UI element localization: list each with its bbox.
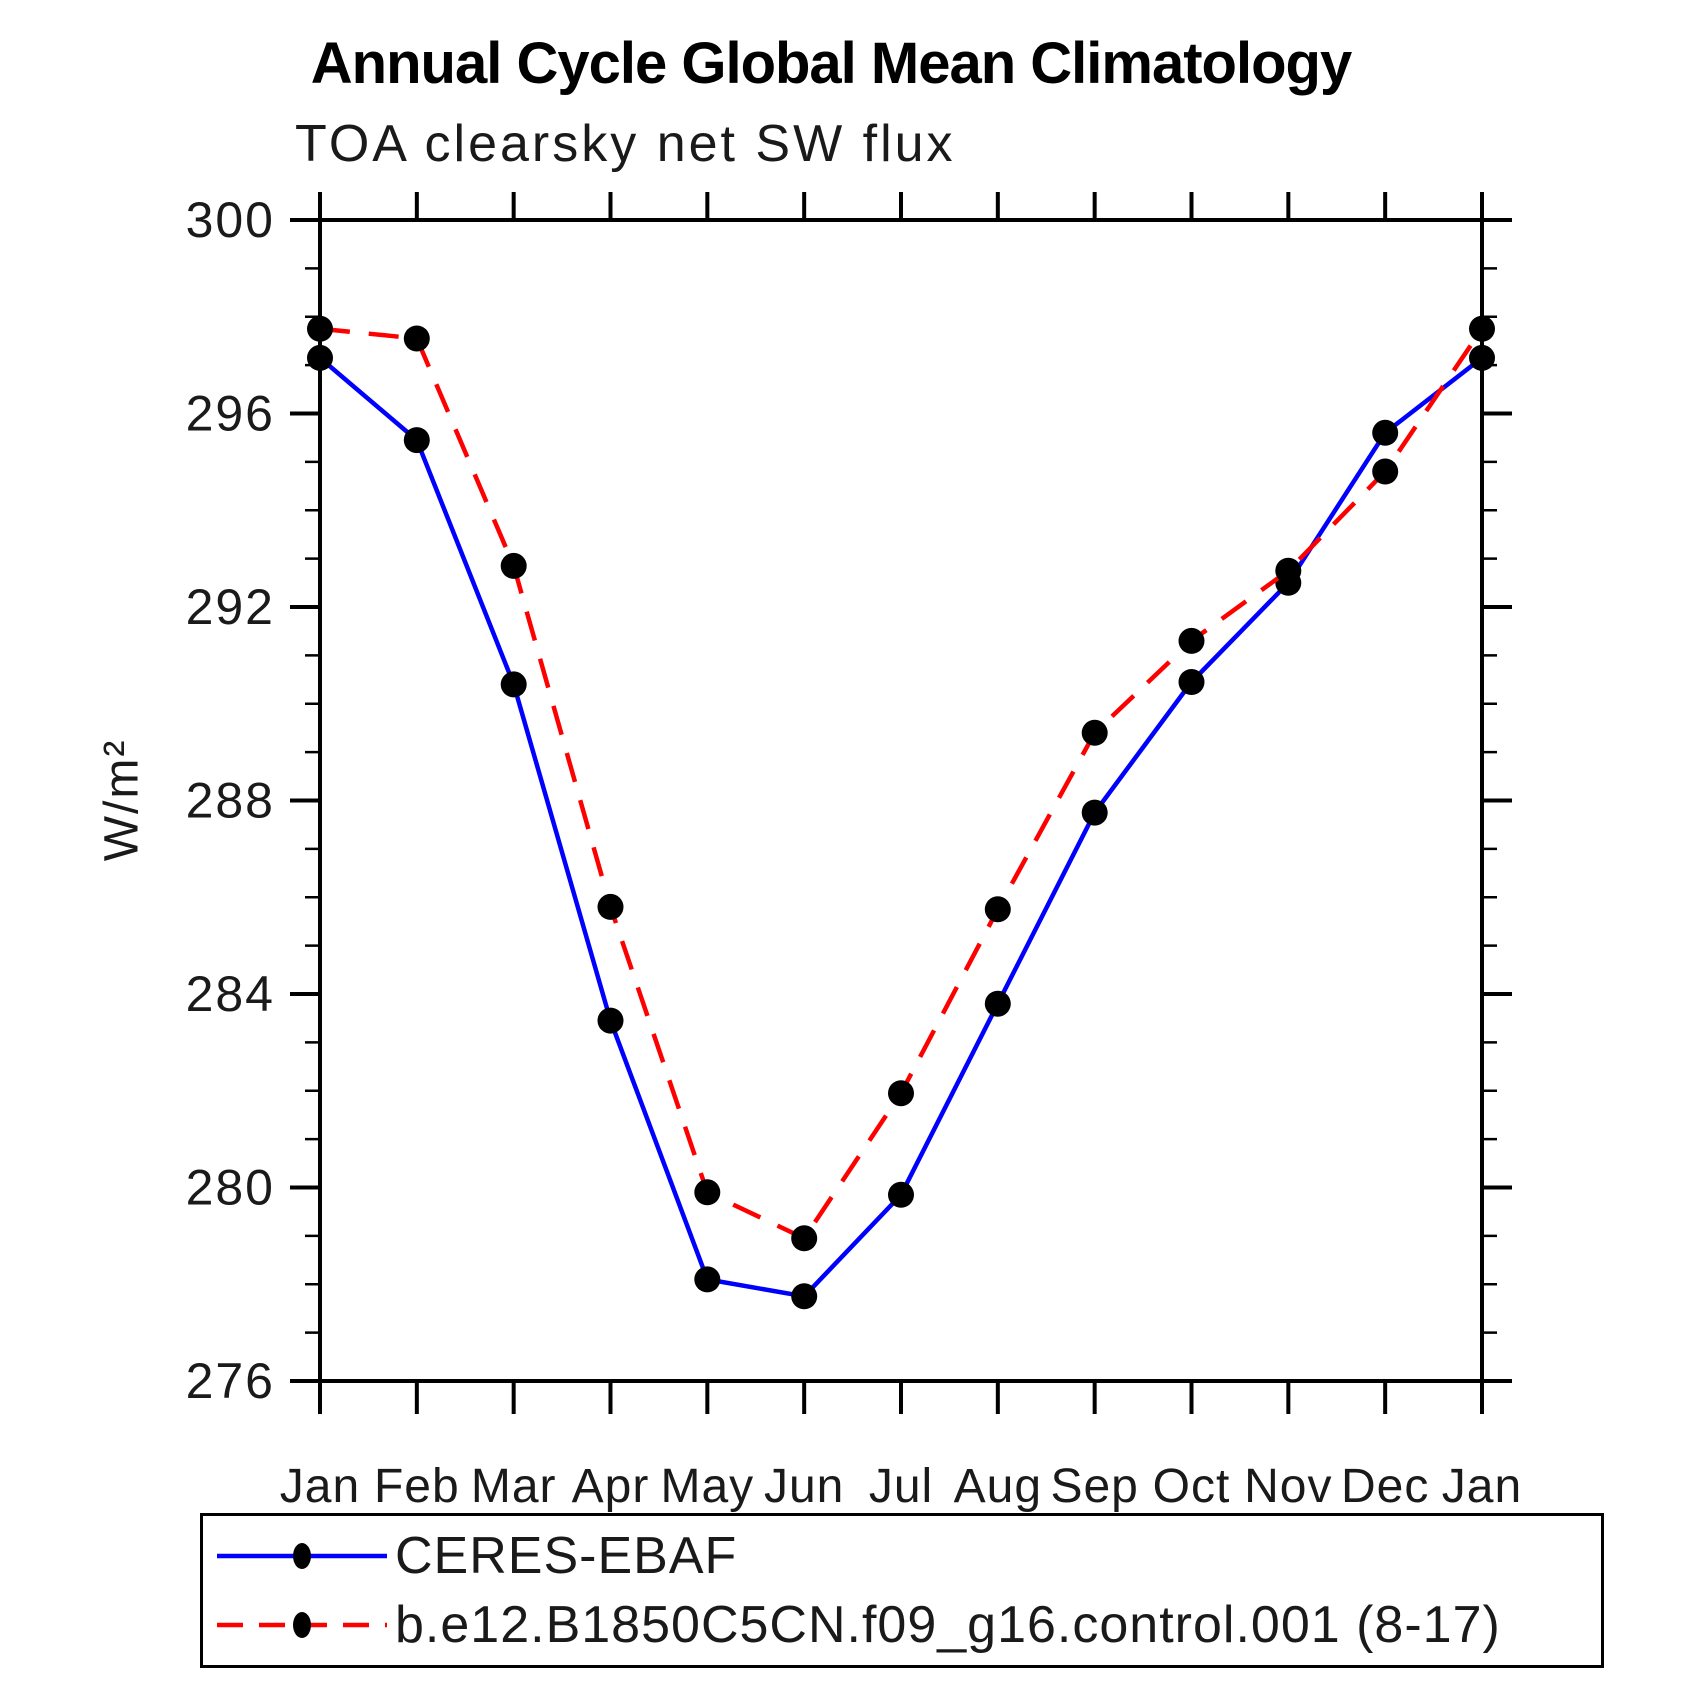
data-point-marker [1178, 669, 1205, 695]
y-tick-label: 292 [186, 579, 275, 635]
series-markers-0 [307, 344, 1495, 1310]
y-tick-label: 284 [186, 966, 275, 1022]
data-point-marker [597, 1007, 624, 1034]
data-point-marker [1081, 719, 1108, 746]
legend: CERES-EBAF b.e12.B1850C5CN.f09_g16.contr… [200, 1513, 1604, 1668]
y-tick-label: 280 [186, 1160, 275, 1216]
legend-item-ceres-ebaf: CERES-EBAF [213, 1526, 1601, 1586]
legend-sample-marker [293, 1612, 311, 1639]
legend-label: b.e12.B1850C5CN.f09_g16.control.001 (8-1… [395, 1596, 1501, 1655]
legend-label: CERES-EBAF [395, 1526, 738, 1585]
series-line-0 [318, 356, 1484, 1299]
data-point-marker [791, 1225, 818, 1252]
x-tick-label: Aug [954, 1460, 1042, 1513]
data-point-marker [694, 1266, 721, 1293]
axis-tick-labels: 276 280 284 288 292 296 300 Jan Feb Mar Apr May Jun J… [186, 192, 1522, 1513]
data-point-marker [694, 1179, 721, 1206]
x-tick-label: Jul [869, 1460, 933, 1513]
x-tick-label: May [660, 1460, 754, 1513]
data-point-marker [984, 896, 1011, 923]
x-tick-label: Mar [471, 1460, 557, 1513]
data-point-marker [1081, 799, 1108, 826]
x-tick-label: Apr [572, 1460, 650, 1513]
data-point-marker [1469, 315, 1495, 342]
x-tick-label: Nov [1244, 1460, 1332, 1513]
y-tick-label: 300 [186, 192, 275, 248]
x-tick-label: Jan [280, 1460, 360, 1513]
data-point-marker [1372, 419, 1399, 446]
x-tick-label: Sep [1050, 1460, 1138, 1513]
series-markers-1 [307, 315, 1495, 1252]
data-point-marker [1469, 344, 1495, 371]
data-point-marker [307, 344, 333, 371]
data-point-marker [984, 990, 1011, 1017]
legend-sample-marker [293, 1542, 311, 1569]
plot-frame [318, 218, 1484, 1383]
legend-line-sample-solid [217, 1542, 387, 1569]
chart-title: Annual Cycle Global Mean Climatology [310, 31, 1352, 96]
x-tick-label: Dec [1341, 1460, 1429, 1513]
y-tick-label: 276 [186, 1353, 275, 1409]
data-point-marker [888, 1080, 914, 1107]
data-point-marker [500, 671, 527, 698]
data-point-marker [403, 325, 430, 352]
legend-line-sample-dashed [217, 1612, 387, 1639]
x-tick-label: Oct [1153, 1460, 1231, 1513]
y-tick-label: 288 [186, 773, 275, 829]
data-point-marker [1178, 627, 1205, 654]
data-point-marker [307, 315, 333, 342]
y-tick-label: 296 [186, 386, 275, 442]
data-point-marker [1372, 458, 1399, 485]
legend-item-model-run: b.e12.B1850C5CN.f09_g16.control.001 (8-1… [213, 1595, 1601, 1655]
x-tick-label: Feb [374, 1460, 460, 1513]
axis-ticks [290, 192, 1512, 1414]
data-point-marker [791, 1283, 818, 1310]
x-tick-label: Jan [1442, 1460, 1522, 1513]
data-point-marker [500, 552, 527, 579]
data-point-marker [888, 1181, 914, 1208]
data-point-marker [403, 427, 430, 454]
x-tick-label: Jun [764, 1460, 844, 1513]
data-point-marker [1275, 557, 1302, 584]
chart-subtitle: TOA clearsky net SW flux [295, 115, 956, 173]
data-point-marker [597, 893, 624, 920]
